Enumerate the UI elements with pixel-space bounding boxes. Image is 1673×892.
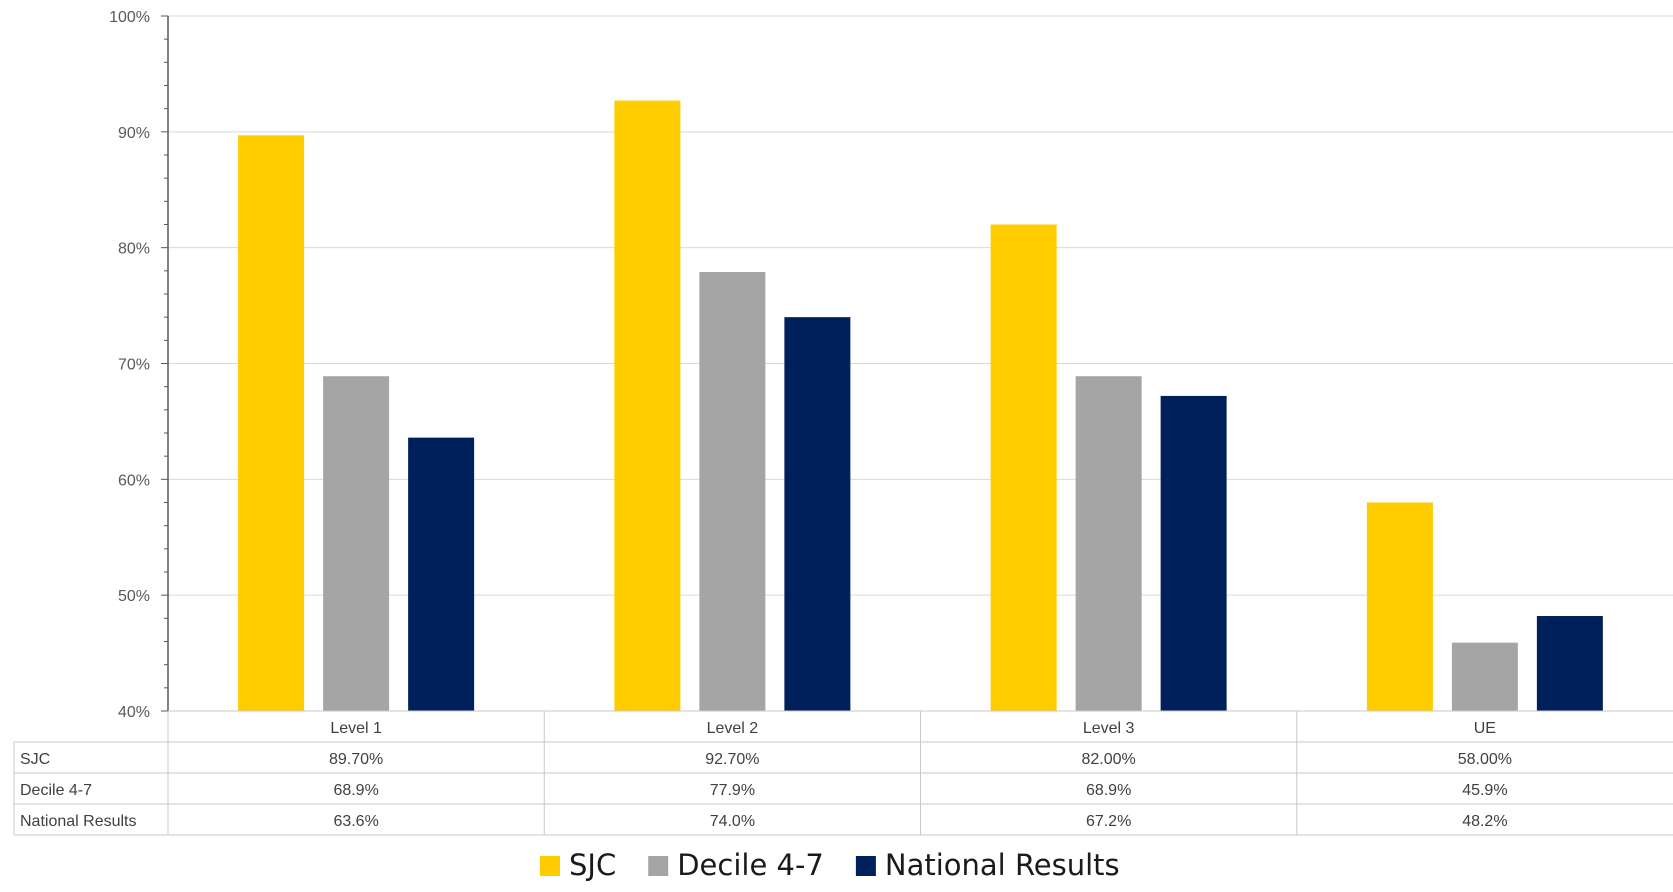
bars [238, 100, 1603, 711]
x-tick-label: UE [1474, 720, 1496, 737]
bar-sjc-ue [1366, 502, 1433, 711]
bar-national-results-level-1 [408, 437, 475, 711]
bar-decile-4-7-ue [1451, 642, 1518, 711]
bar-decile-4-7-level-3 [1075, 376, 1142, 711]
bar-national-results-level-2 [784, 317, 851, 711]
bar-decile-4-7-level-1 [323, 376, 390, 711]
bar-sjc-level-1 [238, 135, 305, 711]
y-tick-label: 40% [118, 704, 150, 721]
x-tick-label: Level 1 [330, 720, 382, 737]
y-tick-label: 90% [118, 125, 150, 142]
data-label: 67.2% [1086, 813, 1131, 830]
bar-decile-4-7-level-2 [699, 271, 766, 711]
data-label: 77.9% [710, 782, 755, 799]
table-row-label: SJC [20, 751, 50, 768]
table-row-label: Decile 4-7 [20, 782, 92, 799]
data-label: 58.00% [1458, 751, 1512, 768]
legend-swatch [855, 856, 876, 876]
y-tick-label: 80% [118, 241, 150, 258]
bar-sjc-level-3 [990, 224, 1057, 711]
data-table: Level 1 Level 2 Level 3 UE SJC 89.70% 92.70% 82… [13, 710, 1673, 836]
bar-national-results-level-3 [1160, 395, 1227, 711]
legend-swatch [540, 856, 560, 876]
bar-national-results-ue [1536, 616, 1603, 711]
data-label: 89.70% [329, 751, 383, 768]
legend-entry: SJC [569, 848, 616, 882]
data-label: 92.70% [705, 751, 759, 768]
data-label: 48.2% [1462, 813, 1507, 830]
data-label: 63.6% [333, 813, 378, 830]
bar-sjc-level-2 [614, 100, 681, 711]
y-axis: 40% 50% 60% 70% 80% 90% 100% [109, 9, 169, 721]
data-label: 68.9% [333, 782, 378, 799]
legend: SJC Decile 4-7 National Results [540, 848, 1120, 882]
y-tick-label: 70% [118, 357, 150, 374]
y-tick-label: 50% [118, 588, 150, 605]
x-tick-label: Level 3 [1083, 720, 1135, 737]
data-label: 45.9% [1462, 782, 1507, 799]
x-tick-label: Level 2 [707, 720, 759, 737]
legend-entry: National Results [885, 848, 1120, 882]
gridlines [168, 15, 1673, 712]
data-label: 82.00% [1081, 751, 1135, 768]
table-row-label: National Results [20, 813, 137, 830]
data-label: 74.0% [710, 813, 755, 830]
legend-entry: Decile 4-7 [677, 848, 824, 882]
data-label: 68.9% [1086, 782, 1131, 799]
y-tick-label: 60% [118, 472, 150, 489]
y-tick-label: 100% [109, 9, 150, 26]
legend-swatch [648, 856, 669, 876]
